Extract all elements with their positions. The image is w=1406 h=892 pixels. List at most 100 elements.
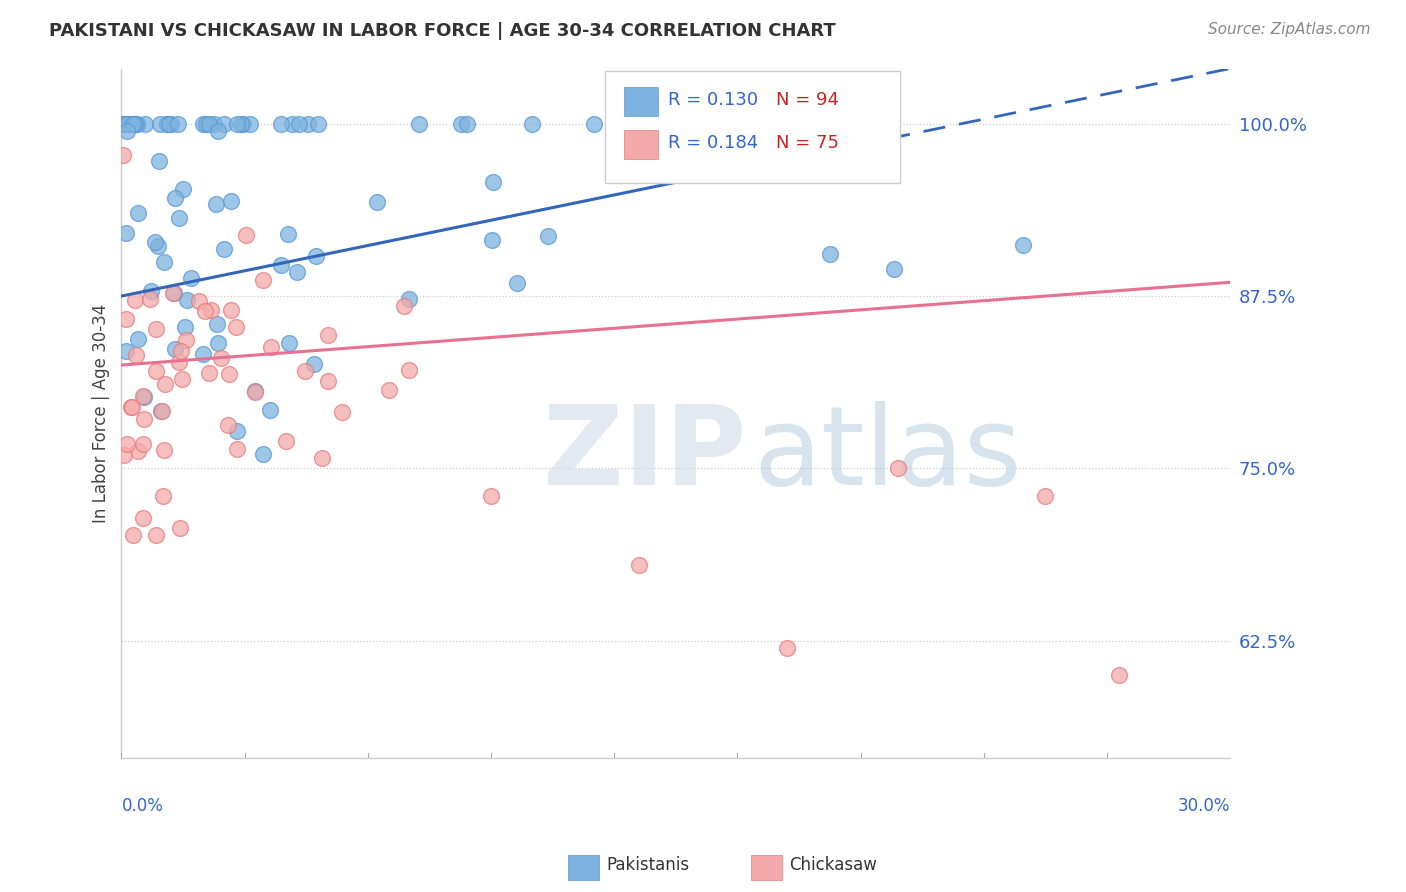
Point [187, 294, 209, 309]
Text: ZIP: ZIP [543, 401, 747, 508]
Point [195, 117, 218, 131]
Point [205, 317, 228, 331]
Point [225, 442, 247, 456]
Point [191, 117, 214, 131]
Point [145, 528, 167, 542]
Point [482, 175, 505, 189]
Point [243, 384, 266, 398]
Point [288, 117, 311, 131]
Point [886, 461, 908, 475]
Point [883, 262, 905, 277]
Point [124, 293, 146, 307]
Point [627, 558, 650, 572]
Point [157, 117, 180, 131]
Point [294, 364, 316, 378]
Point [146, 239, 169, 253]
Point [115, 123, 138, 137]
Point [202, 117, 225, 131]
Point [252, 447, 274, 461]
Point [170, 372, 193, 386]
Point [398, 292, 420, 306]
Point [117, 117, 139, 131]
Point [153, 376, 176, 391]
Point [232, 117, 254, 131]
Point [316, 328, 339, 343]
Point [281, 117, 304, 131]
Point [219, 303, 242, 318]
Point [194, 304, 217, 318]
Point [152, 489, 174, 503]
Point [115, 226, 138, 240]
Point [1108, 668, 1130, 682]
Point [219, 194, 242, 208]
Point [162, 285, 184, 300]
Point [127, 333, 149, 347]
Point [112, 448, 135, 462]
Point [156, 117, 179, 131]
Point [274, 434, 297, 448]
Point [115, 312, 138, 326]
Point [225, 117, 247, 131]
Point [139, 284, 162, 298]
Point [176, 333, 198, 347]
Point [197, 117, 219, 131]
Point [456, 117, 478, 131]
Point [212, 242, 235, 256]
Point [115, 344, 138, 359]
Point [149, 117, 172, 131]
Point [143, 235, 166, 249]
Point [124, 117, 146, 131]
Point [776, 640, 799, 655]
Point [481, 234, 503, 248]
Point [450, 117, 472, 131]
Point [112, 148, 135, 162]
Point [239, 117, 262, 131]
Text: Source: ZipAtlas.com: Source: ZipAtlas.com [1208, 22, 1371, 37]
Point [121, 400, 143, 414]
Point [121, 117, 143, 131]
Point [167, 211, 190, 225]
Point [243, 384, 266, 399]
Point [307, 117, 329, 131]
Point [165, 191, 187, 205]
Point [1035, 489, 1057, 503]
Point [180, 271, 202, 285]
Point [198, 366, 221, 380]
Point [297, 117, 319, 131]
Point [134, 117, 156, 131]
Point [366, 194, 388, 209]
Point [124, 117, 146, 131]
Point [111, 117, 134, 131]
Point [138, 292, 160, 306]
Point [270, 258, 292, 272]
Point [285, 265, 308, 279]
Point [163, 285, 186, 300]
Point [229, 117, 252, 131]
Point [209, 351, 232, 366]
Point [132, 390, 155, 404]
Point [316, 375, 339, 389]
Point [148, 154, 170, 169]
Point [479, 489, 502, 503]
Text: N = 94: N = 94 [776, 91, 839, 109]
Point [302, 357, 325, 371]
Point [150, 403, 173, 417]
Point [150, 404, 173, 418]
Point [169, 521, 191, 535]
Point [193, 347, 215, 361]
Point [112, 117, 135, 131]
Point [132, 412, 155, 426]
Point [278, 335, 301, 350]
Point [1012, 237, 1035, 252]
Point [260, 340, 283, 354]
Point [205, 197, 228, 211]
Point [200, 302, 222, 317]
Point [153, 442, 176, 457]
Text: 30.0%: 30.0% [1178, 797, 1230, 814]
Point [270, 117, 292, 131]
Point [127, 117, 149, 131]
Point [145, 322, 167, 336]
Point [408, 117, 430, 131]
Point [117, 437, 139, 451]
Point [332, 405, 354, 419]
